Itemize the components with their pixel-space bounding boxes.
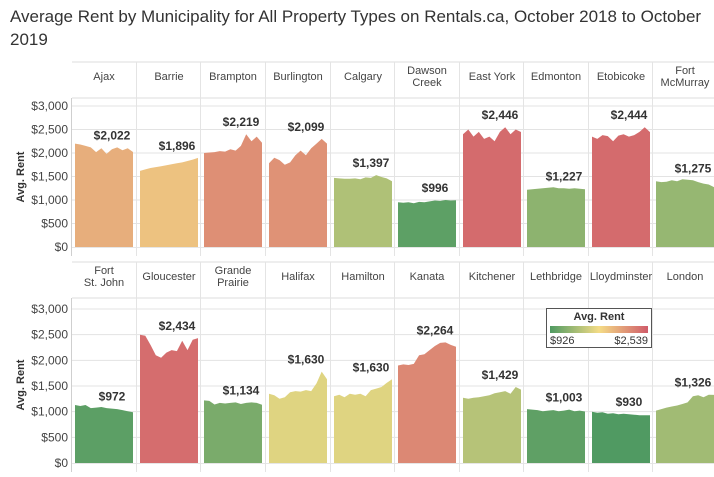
value-label-hamilton: $1,630 xyxy=(353,360,390,374)
panel-header-fort-mcmurray: Fort xyxy=(675,65,695,77)
value-label-grande-prairie: $1,134 xyxy=(223,383,260,397)
legend-title: Avg. Rent xyxy=(573,311,625,323)
panel-header-barrie: Barrie xyxy=(154,71,183,83)
value-label-london: $1,326 xyxy=(675,376,712,390)
area-kanata xyxy=(398,342,456,463)
panel-header-fort-st-john: Fort xyxy=(94,265,114,277)
value-label-lethbridge: $1,003 xyxy=(546,391,583,405)
panel-header-burlington: Burlington xyxy=(273,71,323,83)
panel-header-lethbridge: Lethbridge xyxy=(530,271,582,283)
value-label-fort-mcmurray: $1,275 xyxy=(675,161,712,175)
area-hamilton xyxy=(334,379,392,463)
panel-header-calgary: Calgary xyxy=(344,71,382,83)
y-tick-label: $2,000 xyxy=(31,353,68,367)
color-legend: Avg. Rent $926 $2,539 xyxy=(546,308,652,348)
area-burlington xyxy=(269,138,327,247)
value-label-dawson-creek: $996 xyxy=(422,181,449,195)
panel-header-kanata: Kanata xyxy=(410,271,446,283)
legend-max-label: $2,539 xyxy=(614,335,648,347)
y-tick-label: $1,500 xyxy=(31,379,68,393)
value-label-barrie: $1,896 xyxy=(159,139,196,153)
value-label-fort-st-john: $972 xyxy=(99,390,126,404)
panel-header-edmonton: Edmonton xyxy=(531,71,581,83)
panel-header-dawson-creek: Dawson xyxy=(407,65,447,77)
value-label-halifax: $1,630 xyxy=(288,353,325,367)
area-fort-mcmurray xyxy=(656,179,714,247)
area-calgary xyxy=(334,175,392,247)
area-edmonton xyxy=(527,187,585,247)
value-label-gloucester: $2,434 xyxy=(159,319,196,333)
area-lethbridge xyxy=(527,409,585,463)
area-etobicoke xyxy=(592,127,650,247)
y-tick-label: $0 xyxy=(55,240,69,254)
legend-gradient-bar xyxy=(550,326,648,333)
value-label-kanata: $2,264 xyxy=(417,323,454,337)
legend-min-label: $926 xyxy=(550,335,575,347)
value-label-edmonton: $1,227 xyxy=(546,169,583,183)
area-lloydminster xyxy=(592,411,650,463)
panel-header-brampton: Brampton xyxy=(209,71,257,83)
area-fort-st-john xyxy=(75,405,133,463)
area-halifax xyxy=(269,371,327,463)
panel-header-etobicoke: Etobicoke xyxy=(597,71,645,83)
y-tick-label: $1,000 xyxy=(31,405,68,419)
panel-header-east-york: East York xyxy=(469,71,516,83)
y-tick-label: $500 xyxy=(41,217,68,231)
panel-header-lloydminster: Lloydminster xyxy=(590,271,653,283)
value-label-kitchener: $1,429 xyxy=(482,368,519,382)
y-tick-label: $3,000 xyxy=(31,302,68,316)
value-label-lloydminster: $930 xyxy=(616,395,643,409)
y-tick-label: $2,500 xyxy=(31,123,68,137)
y-tick-label: $1,000 xyxy=(31,193,68,207)
area-london xyxy=(656,394,714,463)
value-label-burlington: $2,099 xyxy=(288,120,325,134)
panel-header-hamilton: Hamilton xyxy=(341,271,384,283)
value-label-brampton: $2,219 xyxy=(223,115,260,129)
area-east-york xyxy=(463,127,521,247)
y-tick-label: $500 xyxy=(41,430,68,444)
panel-header-dawson-creek: Creek xyxy=(412,77,442,89)
area-dawson-creek xyxy=(398,200,456,247)
panel-header-halifax: Halifax xyxy=(281,271,315,283)
area-kitchener xyxy=(463,387,521,463)
y-axis-title: Avg. Rent xyxy=(15,151,27,202)
area-barrie xyxy=(140,157,198,247)
y-tick-label: $2,500 xyxy=(31,328,68,342)
value-label-etobicoke: $2,444 xyxy=(611,108,648,122)
panel-header-ajax: Ajax xyxy=(93,71,115,83)
panel-header-grande-prairie: Grande xyxy=(215,265,252,277)
y-tick-label: $2,000 xyxy=(31,146,68,160)
panel-header-gloucester: Gloucester xyxy=(142,271,196,283)
y-tick-label: $3,000 xyxy=(31,99,68,113)
chart-title: Average Rent by Municipality for All Pro… xyxy=(10,7,702,49)
panel-header-fort-st-john: St. John xyxy=(84,277,124,289)
value-label-east-york: $2,446 xyxy=(482,108,519,122)
area-gloucester xyxy=(140,334,198,463)
area-ajax xyxy=(75,143,133,247)
y-tick-label: $1,500 xyxy=(31,170,68,184)
panel-header-london: London xyxy=(667,271,704,283)
y-tick-label: $0 xyxy=(55,456,69,470)
panel-header-grande-prairie: Prairie xyxy=(217,277,249,289)
panel-header-fort-mcmurray: McMurray xyxy=(661,77,710,89)
area-brampton xyxy=(204,134,262,247)
panel-header-kitchener: Kitchener xyxy=(469,271,516,283)
value-label-ajax: $2,022 xyxy=(94,128,131,142)
area-grande-prairie xyxy=(204,400,262,463)
value-label-calgary: $1,397 xyxy=(353,156,390,170)
y-axis-title: Avg. Rent xyxy=(15,359,27,410)
